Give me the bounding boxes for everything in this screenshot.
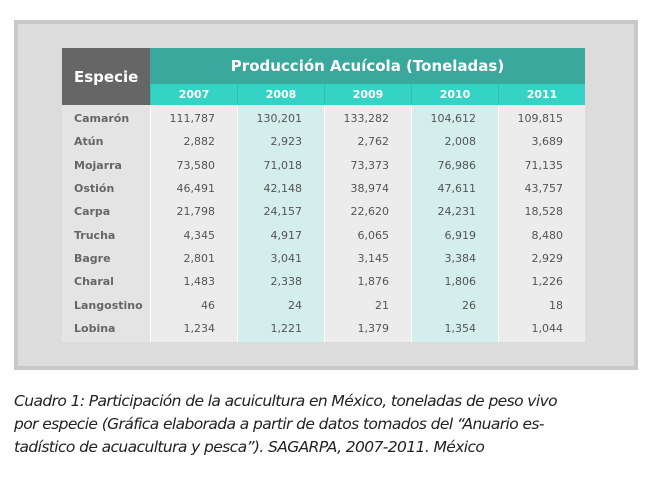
species-name: Ostión [74, 182, 115, 196]
value-cell: 38,974 [350, 182, 390, 196]
year-header: 2011 [498, 84, 585, 105]
value-cell: 1,226 [531, 275, 564, 289]
species-name: Langostino [74, 298, 143, 312]
value-cell: 4,917 [270, 228, 303, 242]
value-cell: 24,157 [263, 205, 303, 219]
value-cell: 1,806 [444, 275, 477, 289]
value-cell: 73,373 [350, 158, 390, 172]
caption-line: por especie (Gráfica elaborada a partir … [14, 415, 544, 433]
value-cell: 26 [462, 298, 476, 312]
year-header: 2008 [237, 84, 324, 105]
species-name: Camarón [74, 112, 130, 126]
value-cell: 6,065 [357, 228, 390, 242]
year-header: 2009 [324, 84, 411, 105]
title-header: Producción Acuícola (Toneladas) [150, 48, 585, 84]
caption-line: Cuadro 1: Participación de la acuicultur… [14, 392, 558, 410]
species-name: Mojarra [74, 158, 122, 172]
value-cell: 133,282 [343, 112, 390, 126]
value-cell: 21,798 [176, 205, 216, 219]
especie-header: Especie [62, 48, 150, 105]
year-column [411, 105, 498, 342]
value-cell: 73,580 [176, 158, 216, 172]
value-cell: 3,145 [357, 251, 390, 265]
value-cell: 1,876 [357, 275, 390, 289]
value-cell: 21 [375, 298, 389, 312]
value-cell: 109,815 [517, 112, 564, 126]
species-name: Bagre [74, 251, 111, 265]
value-cell: 24,231 [437, 205, 477, 219]
value-cell: 2,338 [270, 275, 303, 289]
value-cell: 2,882 [183, 135, 216, 149]
value-cell: 22,620 [350, 205, 390, 219]
species-column [62, 105, 150, 342]
value-cell: 46,491 [176, 182, 216, 196]
value-cell: 1,379 [357, 321, 390, 335]
value-cell: 3,041 [270, 251, 303, 265]
year-header: 2010 [411, 84, 498, 105]
year-header: 2007 [150, 84, 237, 105]
species-name: Atún [74, 135, 104, 149]
year-column [150, 105, 237, 342]
value-cell: 1,221 [270, 321, 303, 335]
caption-line: tadístico de acuacultura y pesca”). SAGA… [14, 438, 485, 456]
value-cell: 8,480 [531, 228, 564, 242]
value-cell: 43,757 [524, 182, 564, 196]
value-cell: 3,384 [444, 251, 477, 265]
value-cell: 71,135 [524, 158, 564, 172]
year-column [498, 105, 585, 342]
value-cell: 4,345 [183, 228, 216, 242]
value-cell: 46 [201, 298, 215, 312]
value-cell: 1,354 [444, 321, 477, 335]
value-cell: 130,201 [256, 112, 303, 126]
species-name: Lobina [74, 321, 116, 335]
value-cell: 71,018 [263, 158, 303, 172]
value-cell: 18 [549, 298, 563, 312]
species-name: Trucha [74, 228, 116, 242]
value-cell: 1,234 [183, 321, 216, 335]
value-cell: 24 [288, 298, 302, 312]
species-name: Charal [74, 275, 114, 289]
species-name: Carpa [74, 205, 111, 219]
value-cell: 111,787 [169, 112, 216, 126]
year-column [324, 105, 411, 342]
value-cell: 6,919 [444, 228, 477, 242]
value-cell: 1,483 [183, 275, 216, 289]
value-cell: 2,008 [444, 135, 477, 149]
value-cell: 104,612 [430, 112, 477, 126]
value-cell: 76,986 [437, 158, 477, 172]
value-cell: 2,801 [183, 251, 216, 265]
value-cell: 2,762 [357, 135, 390, 149]
value-cell: 1,044 [531, 321, 564, 335]
value-cell: 2,923 [270, 135, 303, 149]
value-cell: 3,689 [531, 135, 564, 149]
value-cell: 42,148 [263, 182, 303, 196]
year-column [237, 105, 324, 342]
value-cell: 2,929 [531, 251, 564, 265]
value-cell: 18,528 [524, 205, 564, 219]
value-cell: 47,611 [437, 182, 477, 196]
